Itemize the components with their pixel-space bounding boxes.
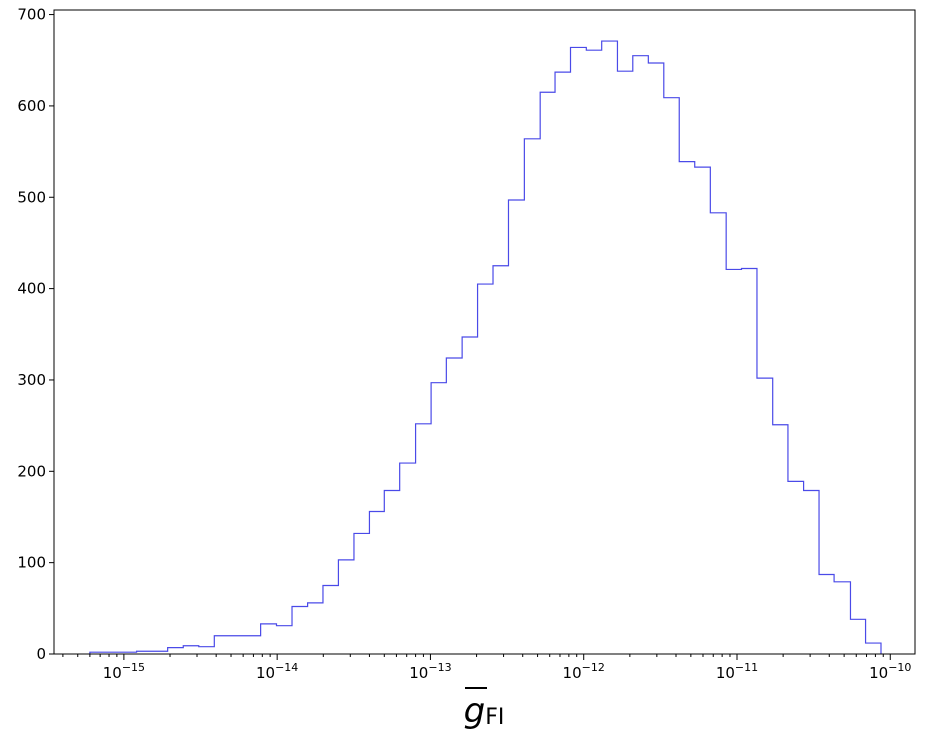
plot-frame <box>53 9 916 655</box>
histogram-step-line <box>89 40 882 654</box>
y-tick-label: 500 <box>17 188 46 206</box>
x-tick-label-base: 10 <box>103 664 122 682</box>
x-tick-label-base: 10 <box>409 664 428 682</box>
histogram-series <box>89 40 882 654</box>
x-tick-label: 10−11 <box>716 661 758 682</box>
plot-background <box>54 10 915 654</box>
x-tick-label-exponent: −13 <box>428 661 451 674</box>
x-tick-label-base: 10 <box>869 664 888 682</box>
x-tick-label-exponent: −11 <box>735 661 758 674</box>
x-tick-label: 10−13 <box>409 661 451 682</box>
x-tick-label-base: 10 <box>716 664 735 682</box>
x-tick-label: 10−10 <box>869 661 911 682</box>
y-tick-label: 700 <box>17 6 46 24</box>
y-tick-label: 300 <box>17 371 46 389</box>
x-tick-label-exponent: −14 <box>275 661 298 674</box>
x-tick-label-exponent: −15 <box>122 661 145 674</box>
x-tick-label: 10−14 <box>256 661 298 682</box>
x-axis-label: gFI <box>464 691 505 731</box>
x-tick-label-base: 10 <box>256 664 275 682</box>
y-tick-label: 200 <box>17 462 46 480</box>
x-axis-label-base: g <box>464 691 486 731</box>
x-tick-label-base: 10 <box>563 664 582 682</box>
x-tick-label: 10−15 <box>103 661 145 682</box>
x-axis-label-sub: FI <box>485 705 504 730</box>
x-tick-label-exponent: −10 <box>888 661 911 674</box>
y-tick-label: 0 <box>36 645 46 663</box>
x-tick-label: 10−12 <box>563 661 605 682</box>
y-tick-label: 600 <box>17 97 46 115</box>
y-tick-label: 100 <box>17 554 46 572</box>
x-tick-label-exponent: −12 <box>582 661 605 674</box>
y-tick-label: 400 <box>17 280 46 298</box>
